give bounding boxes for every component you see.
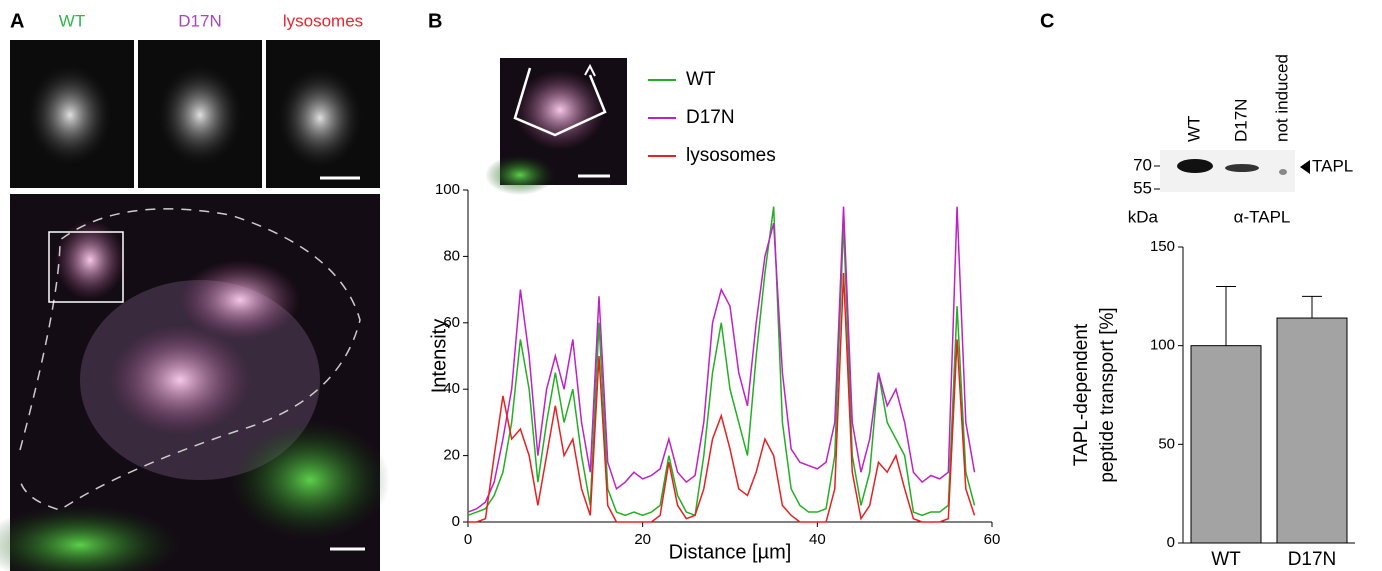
x-axis-label: Distance [µm] <box>669 541 792 563</box>
channel-label: D17N <box>178 11 221 30</box>
y-axis-label: peptide transport [%] <box>1097 307 1118 482</box>
lane-label: not induced <box>1272 54 1291 142</box>
series-line <box>467 206 976 513</box>
y-tick-label: 0 <box>452 513 460 530</box>
legend-label: WT <box>686 69 716 90</box>
y-tick-label: 150 <box>1150 238 1175 255</box>
panel-letter: B <box>428 10 442 32</box>
series-line <box>467 206 976 517</box>
bar <box>1276 317 1348 544</box>
y-tick-label: 80 <box>443 247 460 264</box>
y-axis-label: TAPL-dependent <box>1071 323 1092 466</box>
band-label: TAPL <box>1312 156 1353 175</box>
x-tick-label: 60 <box>984 531 1001 548</box>
marker-label: 70 <box>1133 155 1152 174</box>
antibody-label: α-TAPL <box>1234 207 1291 226</box>
y-tick-label: 50 <box>1158 435 1175 452</box>
y-axis-label: Intensity <box>428 319 450 393</box>
x-tick-label: 0 <box>464 531 472 548</box>
y-tick-label: 40 <box>443 380 460 397</box>
y-tick-label: 60 <box>443 314 460 331</box>
marker-label: 55 <box>1133 178 1152 197</box>
x-tick-label: WT <box>1211 549 1241 570</box>
y-tick-label: 100 <box>435 181 460 198</box>
panel-letter: C <box>1040 10 1054 32</box>
lane-label: D17N <box>1231 99 1250 142</box>
series-line <box>468 272 976 523</box>
x-tick-label: D17N <box>1288 549 1337 570</box>
error-bar <box>1216 285 1236 346</box>
channel-label: WT <box>59 11 85 30</box>
panel-letter: A <box>10 10 24 32</box>
channel-label: lysosomes <box>283 11 363 30</box>
unit-label: kDa <box>1128 207 1159 226</box>
bar <box>1190 345 1262 544</box>
y-tick-label: 20 <box>443 447 460 464</box>
legend-label: lysosomes <box>686 145 776 166</box>
lane-label: WT <box>1184 116 1203 142</box>
y-tick-label: 100 <box>1150 337 1175 354</box>
micrographs <box>0 40 1310 571</box>
error-bar <box>1302 295 1322 319</box>
x-tick-label: 40 <box>809 531 826 548</box>
legend-label: D17N <box>686 107 735 128</box>
y-tick-label: 0 <box>1167 534 1175 551</box>
x-tick-label: 20 <box>634 531 651 548</box>
